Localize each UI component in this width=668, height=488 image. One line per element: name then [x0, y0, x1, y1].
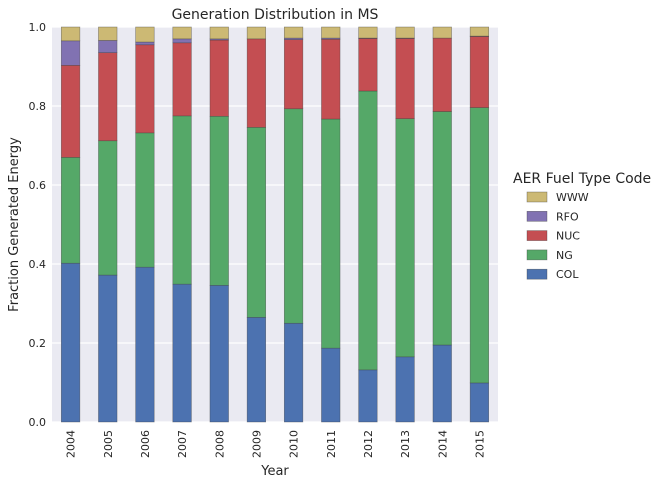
bar-segment-ng-2007 [172, 115, 192, 285]
bar-segment-nuc-2012 [358, 38, 378, 92]
bar-segment-www-2014 [432, 26, 452, 39]
y-tick-label: 0.0 [29, 416, 47, 429]
bar-segment-www-2007 [172, 26, 192, 40]
bar-segment-col-2009 [246, 317, 267, 423]
bar-segment-nuc-2007 [172, 42, 192, 117]
bar-segment-www-2009 [246, 26, 267, 40]
bar-segment-nuc-2011 [321, 38, 341, 120]
bar-segment-www-2012 [358, 26, 378, 39]
x-tick-label: 2006 [139, 430, 152, 458]
x-tick-label: 2014 [436, 430, 449, 458]
x-axis-ticks: 2004 2005 2006 2007 2008 2009 2010 2011 2012 2013… [65, 430, 487, 458]
x-tick-label: 2005 [102, 430, 115, 458]
legend-swatch-col [526, 268, 548, 280]
legend-label-nuc: NUC [556, 230, 580, 243]
bar-segment-ng-2012 [358, 90, 378, 371]
bar-segment-ng-2004 [60, 157, 81, 264]
legend: AER Fuel Type Code WWW RFO NUC NG COL [513, 171, 651, 281]
bar-segment-ng-2005 [98, 140, 118, 276]
legend-swatch-www [526, 191, 548, 203]
bar-segment-ng-2006 [135, 132, 155, 268]
plot-area [52, 27, 498, 422]
bar-segment-rfo-2006 [135, 41, 155, 46]
bar-segment-www-2006 [135, 26, 155, 43]
bar-segment-col-2013 [395, 356, 415, 423]
bar-segment-col-2008 [209, 285, 229, 423]
bar-segment-nuc-2008 [209, 39, 229, 117]
legend-label-www: WWW [556, 191, 589, 204]
x-tick-label: 2008 [213, 430, 226, 458]
bar-segment-www-2005 [98, 26, 118, 41]
bar-segment-www-2004 [60, 26, 81, 42]
bar-segment-ng-2014 [432, 111, 452, 346]
bar-segment-col-2015 [469, 382, 490, 423]
y-tick-label: 0.2 [29, 337, 47, 350]
bar-segment-ng-2015 [469, 107, 490, 384]
legend-label-rfo: RFO [556, 210, 579, 223]
bar-segment-www-2008 [209, 26, 229, 40]
x-tick-label: 2012 [362, 430, 375, 458]
x-tick-label: 2007 [176, 430, 189, 458]
bar-segment-col-2006 [135, 266, 155, 423]
bar-segment-col-2011 [321, 347, 341, 423]
legend-title: AER Fuel Type Code [513, 171, 651, 187]
bar-segment-ng-2008 [209, 115, 229, 286]
bar-segment-ng-2011 [321, 118, 341, 349]
legend-label-col: COL [556, 268, 579, 281]
legend-label-ng: NG [556, 249, 573, 262]
bar-segment-rfo-2004 [60, 40, 81, 66]
bar-segment-nuc-2004 [60, 65, 81, 158]
y-axis-ticks: 0.0 0.2 0.4 0.6 0.8 1.0 [29, 21, 47, 429]
legend-swatch-nuc [526, 230, 548, 241]
bar-segment-nuc-2005 [98, 52, 118, 142]
bar-segment-col-2005 [98, 274, 118, 423]
x-tick-label: 2011 [325, 430, 338, 458]
bar-segment-www-2011 [321, 26, 341, 39]
x-tick-label: 2009 [250, 430, 263, 458]
bar-segment-ng-2009 [246, 127, 267, 318]
bar-segment-nuc-2014 [432, 37, 452, 112]
x-tick-label: 2004 [65, 430, 78, 458]
bar-segment-ng-2010 [283, 108, 304, 324]
legend-swatch-ng [526, 249, 548, 261]
bar-segment-nuc-2013 [395, 38, 415, 119]
bar-segment-col-2014 [432, 344, 452, 423]
x-tick-label: 2013 [399, 430, 412, 458]
bar-segment-col-2012 [358, 369, 378, 423]
bar-segment-www-2015 [469, 26, 490, 37]
x-axis-label: Year [260, 464, 289, 479]
y-tick-label: 0.6 [29, 179, 47, 192]
bar-segment-col-2007 [172, 283, 192, 423]
y-tick-label: 0.8 [29, 100, 47, 113]
bar-segment-rfo-2007 [172, 38, 192, 44]
x-tick-label: 2015 [473, 430, 486, 458]
y-tick-label: 0.4 [29, 258, 47, 271]
y-axis-label: Fraction Generated Energy [7, 137, 22, 312]
grid-lines [52, 26, 498, 423]
bar-segment-col-2010 [283, 322, 304, 423]
bar-segment-nuc-2010 [283, 39, 304, 110]
legend-swatch-rfo [526, 211, 548, 222]
bars [60, 26, 490, 423]
y-tick-label: 1.0 [29, 21, 47, 34]
bar-segment-nuc-2009 [246, 38, 267, 128]
bar-segment-nuc-2015 [469, 36, 490, 108]
x-tick-label: 2010 [288, 430, 301, 458]
bar-segment-www-2013 [395, 26, 415, 39]
bar-segment-rfo-2005 [98, 40, 118, 53]
bar-segment-ng-2013 [395, 118, 415, 358]
bar-segment-www-2010 [283, 26, 304, 39]
bar-segment-nuc-2006 [135, 44, 155, 134]
chart-title: Generation Distribution in MS [172, 7, 379, 23]
bar-segment-col-2004 [60, 262, 81, 423]
